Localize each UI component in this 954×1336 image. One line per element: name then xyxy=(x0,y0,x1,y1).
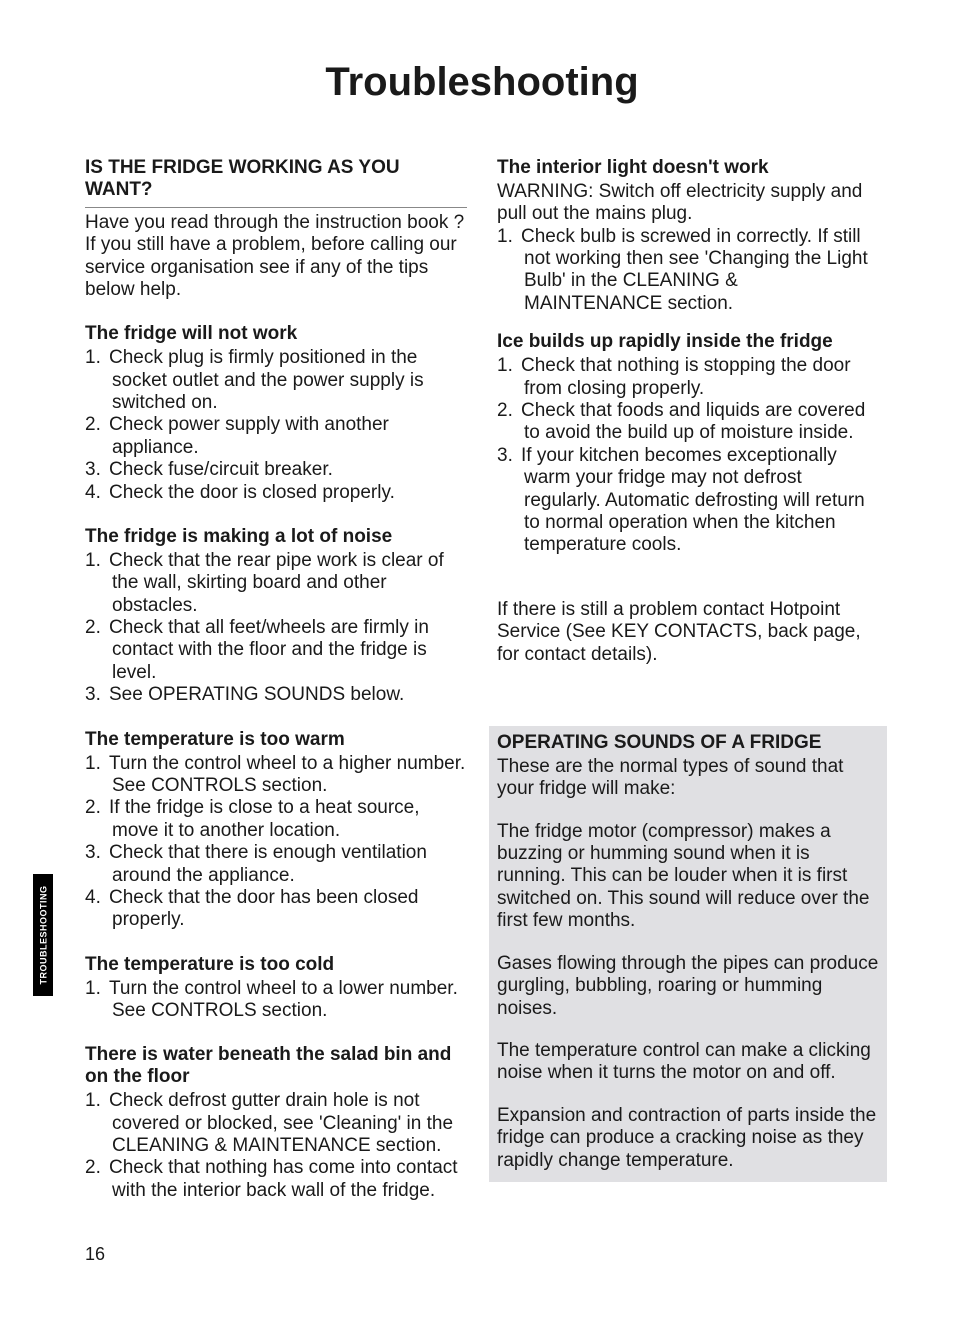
page-number: 16 xyxy=(85,1244,879,1265)
list-warm: Turn the control wheel to a higher numbe… xyxy=(85,753,467,932)
list-item: If the fridge is close to a heat source,… xyxy=(85,797,467,842)
spacer xyxy=(497,666,879,708)
subheading-light: The interior light doesn't work xyxy=(497,157,879,179)
page-container: Troubleshooting TROUBLESHOOTING IS THE F… xyxy=(0,0,954,1305)
list-item: Check that the rear pipe work is clear o… xyxy=(85,550,467,617)
subheading-water: There is water beneath the salad bin and… xyxy=(85,1044,467,1088)
subheading-not-work: The fridge will not work xyxy=(85,323,467,345)
sounds-para: The temperature control can make a click… xyxy=(497,1040,879,1085)
heading-rule xyxy=(85,203,467,208)
list-item: Check fuse/circuit breaker. xyxy=(85,459,467,481)
section-tab: TROUBLESHOOTING xyxy=(33,874,53,996)
subheading-cold: The temperature is too cold xyxy=(85,954,467,976)
list-item: Check that the door has been closed prop… xyxy=(85,887,467,932)
list-item: Check that nothing has come into contact… xyxy=(85,1157,467,1202)
list-item: See OPERATING SOUNDS below. xyxy=(85,684,467,706)
subheading-warm: The temperature is too warm xyxy=(85,729,467,751)
list-item: Check bulb is screwed in correctly. If s… xyxy=(497,226,879,316)
intro-text-1: Have you read through the instruction bo… xyxy=(85,212,467,234)
section-tab-label: TROUBLESHOOTING xyxy=(38,886,48,985)
spacer xyxy=(497,557,879,599)
list-noise: Check that the rear pipe work is clear o… xyxy=(85,550,467,707)
list-item: Check defrost gutter drain hole is not c… xyxy=(85,1090,467,1157)
sounds-intro: These are the normal types of sound that… xyxy=(497,756,879,801)
sounds-para: The fridge motor (compressor) makes a bu… xyxy=(497,821,879,933)
spacer xyxy=(497,933,879,953)
left-column: IS THE FRIDGE WORKING AS YOU WANT? Have … xyxy=(85,157,467,1202)
content-columns: IS THE FRIDGE WORKING AS YOU WANT? Have … xyxy=(85,157,879,1202)
list-item: Check that all feet/wheels are firmly in… xyxy=(85,617,467,684)
spacer xyxy=(497,1085,879,1105)
list-item: Check power supply with another applianc… xyxy=(85,414,467,459)
sounds-box: OPERATING SOUNDS OF A FRIDGE These are t… xyxy=(489,726,887,1182)
right-column: The interior light doesn't work WARNING:… xyxy=(497,157,879,1202)
page-title: Troubleshooting xyxy=(85,60,879,105)
list-item: Check that there is enough ventilation a… xyxy=(85,842,467,887)
list-item: Check the door is closed properly. xyxy=(85,482,467,504)
list-item: Check that nothing is stopping the door … xyxy=(497,355,879,400)
sounds-para: Gases flowing through the pipes can prod… xyxy=(497,953,879,1020)
list-item: Check that foods and liquids are covered… xyxy=(497,400,879,445)
spacer xyxy=(497,801,879,821)
list-cold: Turn the control wheel to a lower number… xyxy=(85,978,467,1023)
contact-text: If there is still a problem contact Hotp… xyxy=(497,599,879,666)
subheading-noise: The fridge is making a lot of noise xyxy=(85,526,467,548)
warning-text: WARNING: Switch off electricity supply a… xyxy=(497,181,879,226)
subheading-sounds: OPERATING SOUNDS OF A FRIDGE xyxy=(497,732,879,754)
list-water: Check defrost gutter drain hole is not c… xyxy=(85,1090,467,1202)
spacer xyxy=(497,708,879,726)
list-item: Check plug is firmly positioned in the s… xyxy=(85,347,467,414)
main-heading: IS THE FRIDGE WORKING AS YOU WANT? xyxy=(85,157,467,201)
list-not-work: Check plug is firmly positioned in the s… xyxy=(85,347,467,504)
sounds-para: Expansion and contraction of parts insid… xyxy=(497,1105,879,1172)
list-item: Turn the control wheel to a higher numbe… xyxy=(85,753,467,798)
intro-text-2: If you still have a problem, before call… xyxy=(85,234,467,301)
spacer xyxy=(497,1020,879,1040)
list-item: If your kitchen becomes exceptionally wa… xyxy=(497,445,879,557)
list-light: Check bulb is screwed in correctly. If s… xyxy=(497,226,879,316)
list-ice: Check that nothing is stopping the door … xyxy=(497,355,879,557)
subheading-ice: Ice builds up rapidly inside the fridge xyxy=(497,331,879,353)
list-item: Turn the control wheel to a lower number… xyxy=(85,978,467,1023)
